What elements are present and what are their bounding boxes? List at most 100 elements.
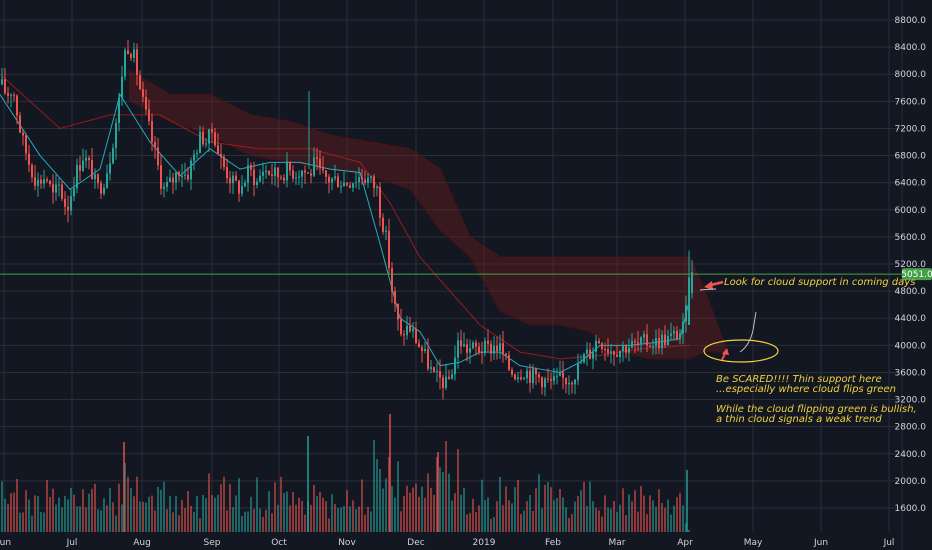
annotation-bullish: While the cloud flipping green is bullis…	[716, 404, 917, 415]
candle-body	[34, 177, 36, 186]
volume-bar	[463, 487, 465, 532]
volume-bar	[250, 496, 252, 532]
candle-body	[232, 175, 234, 184]
volume-bar	[505, 486, 507, 532]
candle-body	[130, 54, 132, 58]
y-tick-label: 6800.0	[895, 152, 927, 162]
candle-body	[571, 382, 573, 385]
candle-body	[469, 348, 471, 353]
candle-body	[331, 178, 333, 183]
candle-body	[178, 172, 180, 176]
volume-bar	[379, 468, 381, 532]
volume-bar	[400, 511, 402, 532]
volume-bar	[7, 503, 9, 532]
volume-bar	[328, 518, 330, 532]
volume-bar	[304, 514, 306, 532]
volume-bar	[13, 492, 15, 532]
candle-body	[13, 94, 15, 96]
candle-body	[478, 346, 480, 353]
y-tick-label: 2000.0	[895, 477, 927, 487]
volume-bar	[421, 486, 423, 532]
candle-body	[208, 129, 210, 144]
candle-body	[244, 182, 246, 187]
candle-body	[547, 378, 549, 380]
candle-body	[256, 181, 258, 185]
y-tick-label: 5200.0	[895, 260, 927, 270]
volume-bar	[295, 504, 297, 532]
candle-body	[10, 94, 12, 96]
volume-bar	[361, 479, 363, 532]
volume-bar	[139, 501, 141, 532]
volume-bar	[127, 476, 129, 532]
candle-body	[538, 374, 540, 378]
candle-body	[88, 157, 90, 161]
volume-bar	[202, 494, 204, 532]
volume-bar	[154, 510, 156, 532]
volume-bar	[676, 497, 678, 532]
candle-body	[304, 170, 306, 173]
volume-bar	[427, 473, 429, 532]
volume-bars	[1, 414, 690, 532]
x-tick-label: Oct	[271, 538, 287, 548]
volume-bar	[103, 498, 105, 532]
candle-body	[202, 131, 204, 145]
volume-bar	[484, 499, 486, 532]
candle-body	[481, 352, 483, 354]
candle-body	[664, 334, 666, 346]
volume-bar	[148, 496, 150, 532]
volume-bar	[433, 494, 435, 532]
volume-bar	[286, 491, 288, 532]
current-price-tag: 5051.0	[901, 268, 932, 281]
volume-bar	[364, 514, 366, 532]
x-tick-label: Feb	[545, 538, 561, 548]
candle-body	[505, 353, 507, 356]
volume-bar	[406, 485, 408, 532]
volume-bar	[634, 490, 636, 532]
volume-bar	[391, 486, 393, 532]
candle-body	[679, 333, 681, 340]
volume-bar	[577, 496, 579, 532]
candle-body	[199, 131, 201, 154]
candle-body	[40, 179, 42, 184]
volume-bar	[382, 488, 384, 532]
candle-body	[487, 340, 489, 344]
y-tick-label: 8800.0	[895, 16, 927, 26]
volume-bar	[37, 496, 39, 532]
candle-body	[580, 362, 582, 364]
volume-bar	[181, 500, 183, 532]
volume-bar	[307, 436, 309, 532]
volume-bar	[58, 497, 60, 532]
volume-bar	[550, 487, 552, 532]
y-tick-label: 7200.0	[895, 124, 927, 134]
volume-bar	[445, 441, 447, 532]
volume-bar	[337, 508, 339, 532]
volume-bar	[355, 509, 357, 532]
candle-body	[496, 345, 498, 351]
volume-bar	[106, 505, 108, 532]
candle-body	[346, 182, 348, 186]
y-tick-label: 8400.0	[895, 43, 927, 53]
candle-body	[220, 153, 222, 157]
volume-bar	[1, 481, 3, 532]
candle-body	[565, 377, 567, 385]
volume-bar	[175, 496, 177, 532]
volume-bar	[133, 496, 135, 532]
candle-body	[109, 163, 111, 174]
candle-body	[613, 351, 615, 355]
candle-body	[430, 367, 432, 369]
candle-body	[19, 115, 21, 133]
volume-bar	[592, 501, 594, 532]
candle-body	[529, 370, 531, 384]
volume-bar	[169, 495, 171, 532]
volume-bar	[277, 504, 279, 532]
candle-body	[154, 142, 156, 148]
volume-bar	[82, 489, 84, 532]
arrow-head-circle	[722, 348, 729, 355]
y-tick-label: 6000.0	[895, 206, 927, 216]
x-tick-label: Jun	[813, 538, 828, 548]
volume-bar	[40, 511, 42, 532]
volume-bar	[367, 506, 369, 532]
candle-body	[298, 176, 300, 178]
candle-body	[268, 170, 270, 175]
